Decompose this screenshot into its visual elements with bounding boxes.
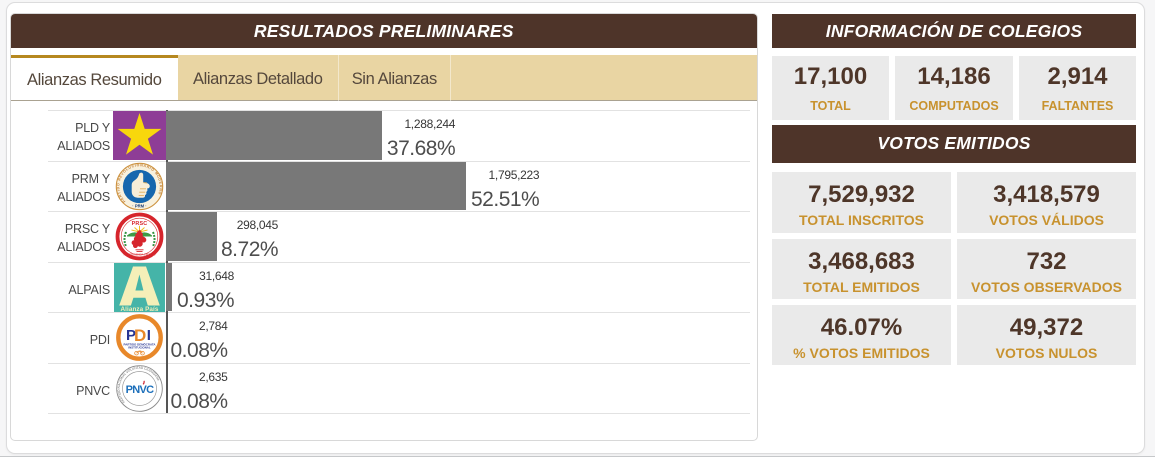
svg-text:PRSC: PRSC <box>131 221 147 227</box>
svg-text:PNVC: PNVC <box>125 383 154 395</box>
svg-text:I: I <box>146 327 150 344</box>
svg-text:D: D <box>134 326 146 345</box>
svg-text:· PRM ·: · PRM · <box>132 203 146 208</box>
svg-text:Alianza País: Alianza País <box>120 305 158 311</box>
svg-text:INDEPENDENCIA LIBERTAD: INDEPENDENCIA LIBERTAD <box>123 254 155 257</box>
svg-text:INSTITUCIONAL: INSTITUCIONAL <box>128 346 151 350</box>
svg-text:PARTIDO DEMÓCRATA: PARTIDO DEMÓCRATA <box>123 341 156 346</box>
svg-text:P: P <box>126 327 136 344</box>
